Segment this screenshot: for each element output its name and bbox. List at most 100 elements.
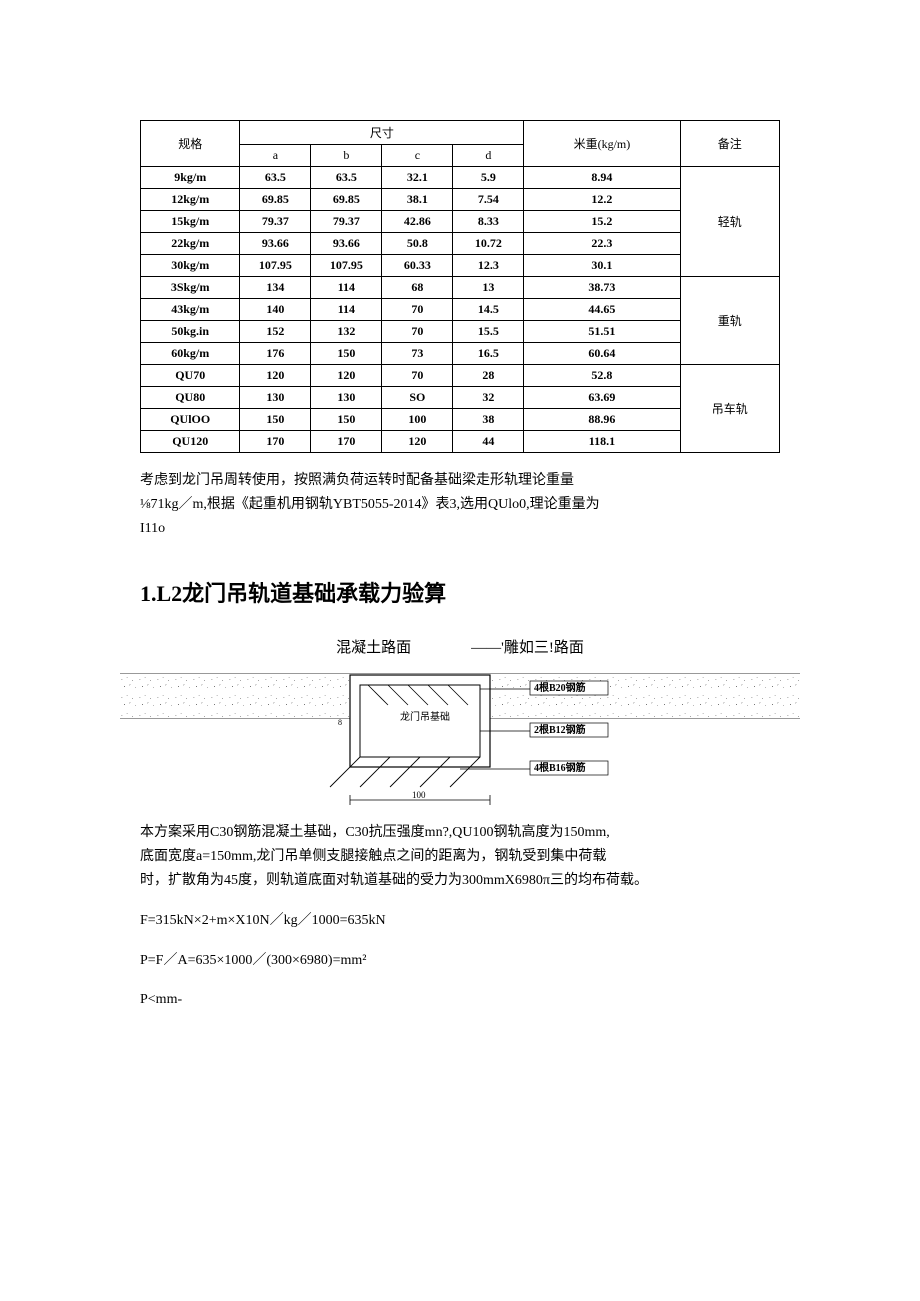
cell-w: 22.3 bbox=[524, 233, 680, 255]
th-c: c bbox=[382, 145, 453, 167]
p2-line1: 本方案采用C30钢筋混凝土基础，C30抗压强度mn?,QU100钢轨高度为150… bbox=[140, 825, 610, 840]
cell-a: 63.5 bbox=[240, 167, 311, 189]
equation-compare: P<mm- bbox=[140, 988, 780, 1012]
cell-c: 32.1 bbox=[382, 167, 453, 189]
th-d: d bbox=[453, 145, 524, 167]
cell-d: 32 bbox=[453, 387, 524, 409]
rebar-label-top: 4根B20钢筋 bbox=[534, 681, 586, 694]
p1-line1: 考虑到龙门吊周转使用，按照满负荷运转时配备基础梁走形轨理论重量 bbox=[140, 473, 574, 488]
equation-pressure: P=F／A=635×1000／(300×6980)=mm² bbox=[140, 949, 780, 973]
cell-d: 5.9 bbox=[453, 167, 524, 189]
cell-w: 15.2 bbox=[524, 211, 680, 233]
cell-d: 44 bbox=[453, 431, 524, 453]
cell-c: 68 bbox=[382, 277, 453, 299]
cell-b: 114 bbox=[311, 277, 382, 299]
cell-d: 28 bbox=[453, 365, 524, 387]
foundation-diagram: 混凝土路面 ——'雕如三!路面 龙门吊基础 bbox=[140, 636, 780, 805]
cell-a: 130 bbox=[240, 387, 311, 409]
cell-a: 93.66 bbox=[240, 233, 311, 255]
table-row: 3Skg/m134114681338.73重轨 bbox=[141, 277, 780, 299]
cell-w: 118.1 bbox=[524, 431, 680, 453]
table-body: 9kg/m63.563.532.15.98.94轻轨12kg/m69.8569.… bbox=[141, 167, 780, 453]
cell-d: 8.33 bbox=[453, 211, 524, 233]
cell-spec: 12kg/m bbox=[141, 189, 240, 211]
p1-line2: ⅛71kg／m,根据《起重机用钢轨YBT5055-2014》表3,选用QUlo0… bbox=[140, 497, 600, 512]
th-a: a bbox=[240, 145, 311, 167]
diagram-top-labels: 混凝土路面 ——'雕如三!路面 bbox=[140, 636, 780, 657]
cell-spec: 9kg/m bbox=[141, 167, 240, 189]
cell-c: SO bbox=[382, 387, 453, 409]
cell-w: 38.73 bbox=[524, 277, 680, 299]
cell-b: 93.66 bbox=[311, 233, 382, 255]
cell-c: 70 bbox=[382, 299, 453, 321]
cell-w: 12.2 bbox=[524, 189, 680, 211]
table-header: 规格 尺寸 米重(kg/m) 备注 a b c d bbox=[141, 121, 780, 167]
label-right-pavement: ——'雕如三!路面 bbox=[471, 636, 584, 657]
cell-b: 150 bbox=[311, 409, 382, 431]
cell-c: 70 bbox=[382, 365, 453, 387]
rail-spec-table: 规格 尺寸 米重(kg/m) 备注 a b c d 9kg/m63.563.53… bbox=[140, 120, 780, 453]
cell-spec: QU80 bbox=[141, 387, 240, 409]
cell-b: 63.5 bbox=[311, 167, 382, 189]
paragraph-rail-selection: 考虑到龙门吊周转使用，按照满负荷运转时配备基础梁走形轨理论重量 ⅛71kg／m,… bbox=[140, 469, 780, 540]
cell-a: 79.37 bbox=[240, 211, 311, 233]
cell-w: 51.51 bbox=[524, 321, 680, 343]
cell-b: 79.37 bbox=[311, 211, 382, 233]
cell-a: 152 bbox=[240, 321, 311, 343]
section-heading: 1.L2龙门吊轨道基础承载力验算 bbox=[140, 576, 780, 608]
paragraph-method: 本方案采用C30钢筋混凝土基础，C30抗压强度mn?,QU100钢轨高度为150… bbox=[140, 821, 780, 892]
cell-d: 7.54 bbox=[453, 189, 524, 211]
cell-spec: 60kg/m bbox=[141, 343, 240, 365]
cell-c: 70 bbox=[382, 321, 453, 343]
cell-w: 88.96 bbox=[524, 409, 680, 431]
cell-spec: 15kg/m bbox=[141, 211, 240, 233]
cell-a: 150 bbox=[240, 409, 311, 431]
cell-d: 38 bbox=[453, 409, 524, 431]
rebar-label-mid: 2根B12钢筋 bbox=[534, 723, 586, 736]
cell-c: 42.86 bbox=[382, 211, 453, 233]
cell-d: 14.5 bbox=[453, 299, 524, 321]
th-b: b bbox=[311, 145, 382, 167]
cell-a: 120 bbox=[240, 365, 311, 387]
cell-w: 44.65 bbox=[524, 299, 680, 321]
cell-b: 120 bbox=[311, 365, 382, 387]
cell-b: 69.85 bbox=[311, 189, 382, 211]
cell-w: 60.64 bbox=[524, 343, 680, 365]
cell-c: 120 bbox=[382, 431, 453, 453]
p1-line3: I11o bbox=[140, 521, 165, 536]
cell-spec: 50kg.in bbox=[141, 321, 240, 343]
p2-line3: 时，扩散角为45度，则轨道底面对轨道基础的受力为300mmX6980π三的均布荷… bbox=[140, 873, 648, 888]
foundation-label-text: 龙门吊基础 bbox=[400, 710, 450, 723]
table-row: QU70120120702852.8吊车轨 bbox=[141, 365, 780, 387]
label-concrete-pavement: 混凝土路面 bbox=[336, 636, 411, 657]
cell-w: 30.1 bbox=[524, 255, 680, 277]
cell-w: 8.94 bbox=[524, 167, 680, 189]
table-row: 9kg/m63.563.532.15.98.94轻轨 bbox=[141, 167, 780, 189]
pavement-strip: 龙门吊基础 4根B20钢筋 2根B12钢筋 4根B16钢筋 100 8 bbox=[140, 665, 780, 805]
cell-d: 15.5 bbox=[453, 321, 524, 343]
cell-note: 吊车轨 bbox=[680, 365, 779, 453]
cell-a: 176 bbox=[240, 343, 311, 365]
cell-spec: 22kg/m bbox=[141, 233, 240, 255]
th-weight: 米重(kg/m) bbox=[524, 121, 680, 167]
cell-a: 69.85 bbox=[240, 189, 311, 211]
dim-bottom-text: 100 bbox=[412, 790, 426, 800]
cell-c: 73 bbox=[382, 343, 453, 365]
foundation-svg: 龙门吊基础 4根B20钢筋 2根B12钢筋 4根B16钢筋 100 8 bbox=[280, 665, 640, 815]
cell-spec: QUlOO bbox=[141, 409, 240, 431]
side-tick: 8 bbox=[338, 718, 342, 727]
cell-note: 重轨 bbox=[680, 277, 779, 365]
th-note: 备注 bbox=[680, 121, 779, 167]
cell-d: 16.5 bbox=[453, 343, 524, 365]
p2-line2: 底面宽度a=150mm,龙门吊单侧支腿接触点之间的距离为，钢轨受到集中荷载 bbox=[140, 849, 606, 864]
cell-d: 10.72 bbox=[453, 233, 524, 255]
cell-w: 63.69 bbox=[524, 387, 680, 409]
cell-c: 38.1 bbox=[382, 189, 453, 211]
cell-spec: 3Skg/m bbox=[141, 277, 240, 299]
th-spec: 规格 bbox=[141, 121, 240, 167]
cell-b: 130 bbox=[311, 387, 382, 409]
cell-b: 150 bbox=[311, 343, 382, 365]
cell-b: 114 bbox=[311, 299, 382, 321]
cell-b: 107.95 bbox=[311, 255, 382, 277]
cell-b: 132 bbox=[311, 321, 382, 343]
